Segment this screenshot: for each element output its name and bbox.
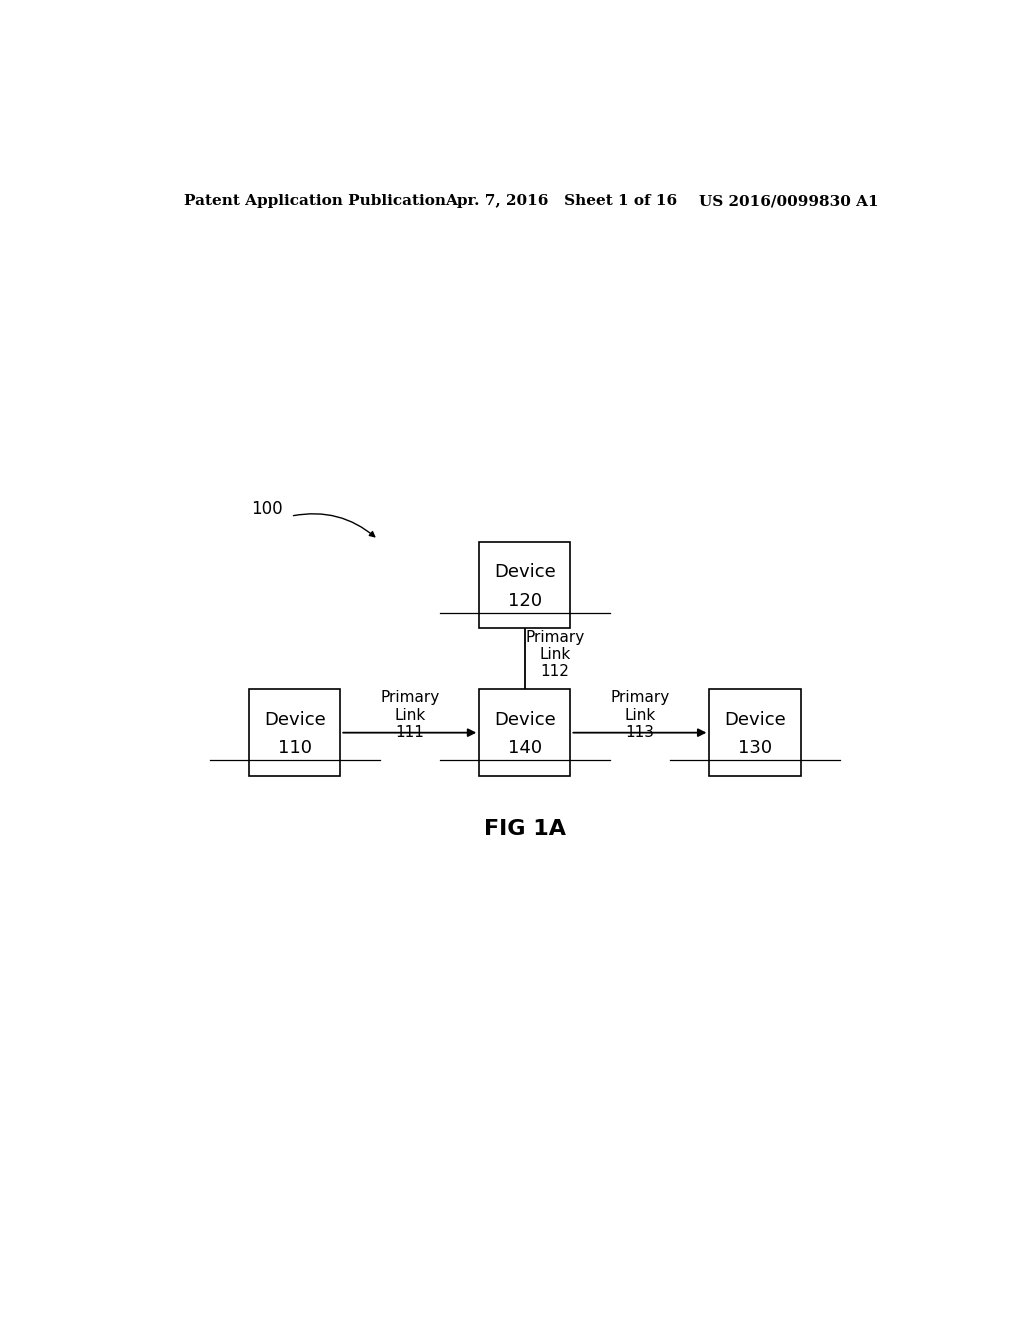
Bar bbox=[479, 543, 570, 628]
Text: 140: 140 bbox=[508, 739, 542, 758]
Bar bbox=[710, 689, 801, 776]
Bar bbox=[249, 689, 340, 776]
Text: Primary
Link
112: Primary Link 112 bbox=[525, 630, 585, 680]
Text: FIG 1A: FIG 1A bbox=[483, 820, 566, 840]
Text: Device: Device bbox=[724, 710, 785, 729]
Text: 130: 130 bbox=[738, 739, 772, 758]
Text: US 2016/0099830 A1: US 2016/0099830 A1 bbox=[699, 194, 879, 209]
Text: Primary
Link
113: Primary Link 113 bbox=[610, 690, 670, 741]
Text: Primary
Link
111: Primary Link 111 bbox=[380, 690, 439, 741]
Text: 120: 120 bbox=[508, 591, 542, 610]
Text: Device: Device bbox=[494, 564, 556, 581]
FancyArrowPatch shape bbox=[294, 513, 375, 537]
Bar bbox=[479, 689, 570, 776]
Text: Device: Device bbox=[264, 710, 326, 729]
Text: 100: 100 bbox=[251, 500, 283, 517]
Text: 110: 110 bbox=[278, 739, 311, 758]
Text: Apr. 7, 2016   Sheet 1 of 16: Apr. 7, 2016 Sheet 1 of 16 bbox=[445, 194, 678, 209]
Text: Device: Device bbox=[494, 710, 556, 729]
Text: Patent Application Publication: Patent Application Publication bbox=[183, 194, 445, 209]
